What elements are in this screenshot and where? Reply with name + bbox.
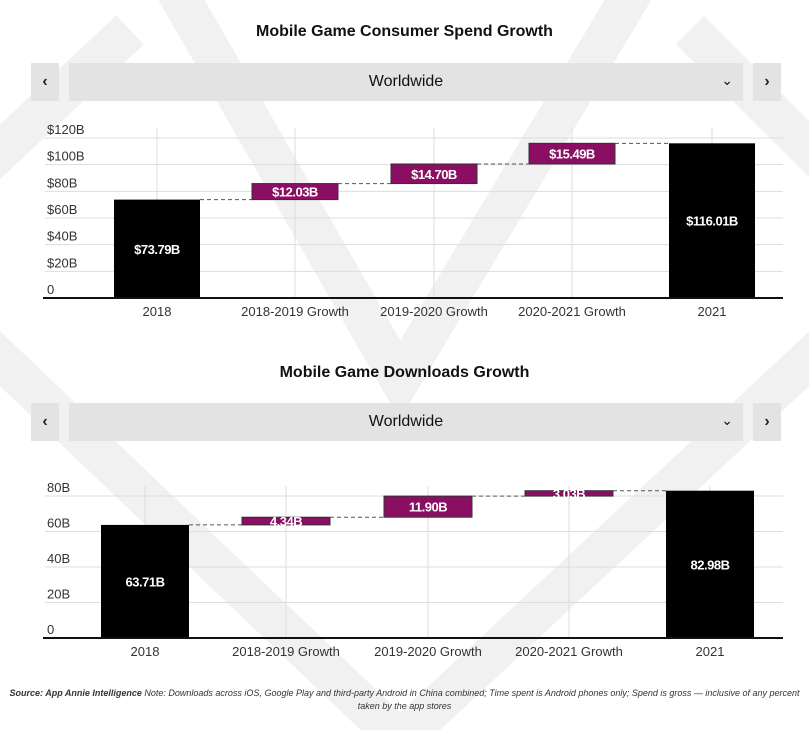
data-label: 11.90B bbox=[409, 500, 447, 515]
total-bar bbox=[669, 143, 755, 298]
region-dropdown-downloads[interactable]: Worldwide ⌄ bbox=[69, 403, 743, 441]
chart-title-downloads: Mobile Game Downloads Growth bbox=[279, 364, 530, 381]
y-tick-label: $80B bbox=[47, 175, 77, 190]
x-tick-label: 2020-2021 Growth bbox=[518, 304, 626, 319]
source-text: Note: Downloads across iOS, Google Play … bbox=[144, 688, 800, 711]
total-bar bbox=[101, 524, 189, 638]
total-bar bbox=[114, 199, 200, 298]
y-tick-label: 0 bbox=[47, 282, 54, 297]
region-value: Worldwide bbox=[368, 73, 444, 90]
total-bar bbox=[666, 490, 754, 638]
y-tick-label: $100B bbox=[47, 149, 85, 164]
chevron-right-icon: › bbox=[764, 73, 770, 90]
spend-waterfall-chart: 0 $20B $40B $60B $80B $100B $120B $73.79B 2018 $1… bbox=[43, 122, 783, 319]
x-tick-label: 2021 bbox=[698, 304, 727, 319]
y-tick-label: 80B bbox=[47, 480, 70, 495]
y-tick-label: 0 bbox=[47, 622, 54, 637]
source-note: Source: App Annie Intelligence Note: Dow… bbox=[0, 687, 809, 713]
data-label: $12.03B bbox=[272, 185, 318, 200]
downloads-waterfall-chart: 0 20B 40B 60B 80B 63.71B 2018 4.34B 2018-2019 Gr… bbox=[43, 480, 783, 659]
next-region-button[interactable]: › bbox=[753, 403, 781, 441]
x-tick-label: 2018 bbox=[143, 304, 172, 319]
y-tick-label: $20B bbox=[47, 255, 77, 270]
x-tick-label: 2019-2020 Growth bbox=[374, 644, 482, 659]
chevron-left-icon: ‹ bbox=[42, 73, 48, 90]
chart-title-spend: Mobile Game Consumer Spend Growth bbox=[256, 23, 553, 40]
x-tick-label: 2018 bbox=[131, 644, 160, 659]
y-tick-label: $40B bbox=[47, 229, 77, 244]
x-tick-label: 2021 bbox=[696, 644, 725, 659]
data-label: $14.70B bbox=[411, 167, 457, 182]
y-tick-label: 40B bbox=[47, 551, 70, 566]
data-label: 3.03B bbox=[553, 486, 585, 501]
data-label: 4.34B bbox=[270, 514, 302, 529]
y-tick-label: 20B bbox=[47, 587, 70, 602]
y-tick-label: $60B bbox=[47, 202, 77, 217]
region-value: Worldwide bbox=[368, 413, 444, 430]
x-tick-label: 2019-2020 Growth bbox=[380, 304, 488, 319]
x-tick-label: 2018-2019 Growth bbox=[241, 304, 349, 319]
growth-bar bbox=[390, 163, 478, 185]
data-label: 63.71B bbox=[126, 574, 165, 589]
chevron-left-icon: ‹ bbox=[42, 413, 48, 430]
chevron-down-icon: ⌄ bbox=[721, 72, 733, 88]
growth-bar bbox=[524, 490, 614, 497]
prev-region-button[interactable]: ‹ bbox=[31, 63, 59, 101]
y-tick-label: 60B bbox=[47, 516, 70, 531]
prev-region-button[interactable]: ‹ bbox=[31, 403, 59, 441]
source-label: Source: App Annie Intelligence bbox=[9, 688, 142, 698]
x-tick-label: 2020-2021 Growth bbox=[515, 644, 623, 659]
growth-bar bbox=[241, 516, 331, 526]
x-tick-label: 2018-2019 Growth bbox=[232, 644, 340, 659]
growth-bar bbox=[528, 142, 616, 165]
growth-bar bbox=[251, 183, 339, 201]
chevron-down-icon: ⌄ bbox=[721, 412, 733, 428]
data-label: 82.98B bbox=[691, 557, 730, 572]
y-tick-label: $120B bbox=[47, 122, 85, 137]
next-region-button[interactable]: › bbox=[753, 63, 781, 101]
data-label: $116.01B bbox=[686, 214, 738, 229]
chevron-right-icon: › bbox=[764, 413, 770, 430]
data-label: $73.79B bbox=[134, 242, 180, 257]
data-label: $15.49B bbox=[549, 147, 595, 162]
region-dropdown-spend[interactable]: Worldwide ⌄ bbox=[69, 63, 743, 101]
growth-bar bbox=[383, 495, 473, 518]
